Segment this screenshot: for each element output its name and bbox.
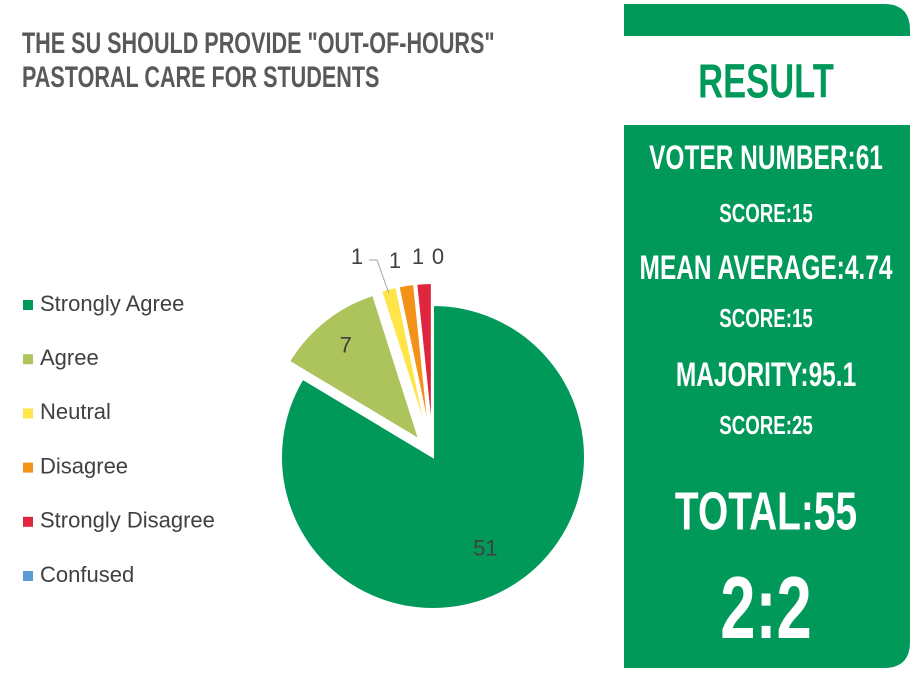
data-label: 1	[389, 248, 401, 273]
data-label: 1	[351, 244, 363, 269]
pie-slice	[379, 285, 429, 437]
legend-swatch	[23, 300, 33, 310]
result-line: MEAN AVERAGE:4.74	[640, 249, 893, 287]
legend-label: Strongly Agree	[40, 291, 184, 316]
pie-slice	[415, 282, 433, 436]
result-heading: RESULT	[698, 54, 834, 108]
legend-swatch	[23, 516, 33, 527]
pie-slice	[287, 293, 422, 442]
data-label: 0	[432, 244, 444, 269]
data-label: 1	[412, 244, 424, 269]
legend-swatch	[23, 571, 33, 581]
legend-label: Disagree	[40, 453, 128, 478]
result-line: SCORE:15	[719, 198, 813, 228]
leader-line	[369, 259, 390, 293]
chart-title: THE SU SHOULD PROVIDE "OUT-OF-HOURS"	[22, 25, 495, 59]
legend-label: Agree	[40, 345, 99, 370]
result-line: VOTER NUMBER:61	[649, 139, 883, 177]
legend-swatch	[23, 408, 33, 419]
chart-title: PASTORAL CARE FOR STUDENTS	[22, 59, 379, 93]
legend-label: Strongly Disagree	[40, 508, 215, 533]
legend-swatch	[23, 354, 33, 365]
panel-top-bar	[624, 4, 910, 36]
result-line: SCORE:15	[719, 303, 813, 333]
result-line: MAJORITY:95.1	[676, 356, 856, 394]
legend-label: Neutral	[40, 399, 111, 424]
pie-slice	[397, 282, 431, 436]
result-total: TOTAL:55	[675, 480, 857, 541]
legend-label: Confused	[40, 562, 134, 587]
result-panel	[624, 125, 910, 668]
pie-slice	[280, 303, 586, 610]
legend-swatch	[23, 462, 33, 473]
data-label: 7	[340, 333, 352, 358]
result-line: SCORE:25	[719, 410, 813, 440]
result-grade: 2:2	[720, 560, 812, 658]
data-label: 51	[473, 535, 497, 560]
